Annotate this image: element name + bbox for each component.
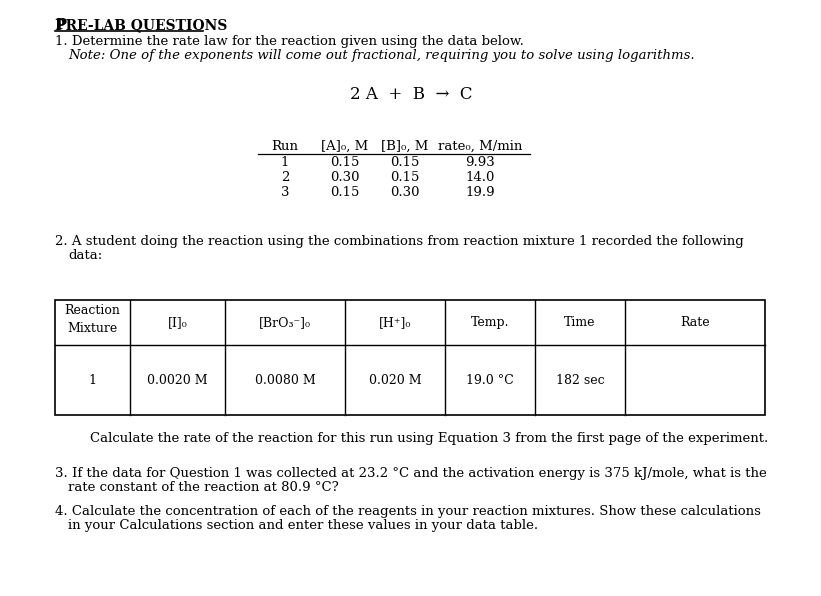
Text: 0.0020 M: 0.0020 M — [147, 374, 208, 386]
Text: 19.0 °C: 19.0 °C — [466, 374, 514, 386]
Text: 0.15: 0.15 — [330, 156, 360, 169]
Text: rate constant of the reaction at 80.9 °C?: rate constant of the reaction at 80.9 °C… — [68, 481, 339, 494]
Text: 2 A  +  B  →  C: 2 A + B → C — [350, 86, 472, 103]
Text: 0.0080 M: 0.0080 M — [255, 374, 315, 386]
Text: rate₀, M/min: rate₀, M/min — [438, 140, 522, 153]
Text: 1: 1 — [89, 374, 97, 386]
Text: Note: One of the exponents will come out fractional, requiring you to solve usin: Note: One of the exponents will come out… — [68, 49, 695, 62]
Text: 0.15: 0.15 — [330, 186, 360, 199]
Text: 2. A student doing the reaction using the combinations from reaction mixture 1 r: 2. A student doing the reaction using th… — [55, 235, 744, 248]
Text: Time: Time — [564, 316, 596, 329]
Text: Reaction
Mixture: Reaction Mixture — [65, 304, 121, 335]
Text: [B]₀, M: [B]₀, M — [381, 140, 429, 153]
Text: [I]₀: [I]₀ — [167, 316, 187, 329]
Text: Calculate the rate of the reaction for this run using Equation 3 from the first : Calculate the rate of the reaction for t… — [90, 432, 768, 445]
Text: 1. Determine the rate law for the reaction given using the data below.: 1. Determine the rate law for the reacti… — [55, 35, 524, 48]
Text: 0.30: 0.30 — [390, 186, 420, 199]
Text: 0.15: 0.15 — [390, 171, 420, 184]
Text: 4. Calculate the concentration of each of the reagents in your reaction mixtures: 4. Calculate the concentration of each o… — [55, 505, 761, 518]
Text: Run: Run — [272, 140, 299, 153]
Text: [A]₀, M: [A]₀, M — [321, 140, 369, 153]
Text: 0.30: 0.30 — [330, 171, 360, 184]
Text: 0.15: 0.15 — [390, 156, 420, 169]
Text: 182 sec: 182 sec — [556, 374, 604, 386]
Text: 19.9: 19.9 — [466, 186, 495, 199]
Text: [BrO₃⁻]₀: [BrO₃⁻]₀ — [259, 316, 311, 329]
Text: 3: 3 — [281, 186, 289, 199]
Text: Rate: Rate — [680, 316, 710, 329]
Text: [H⁺]₀: [H⁺]₀ — [378, 316, 411, 329]
Text: 0.020 M: 0.020 M — [369, 374, 421, 386]
Text: data:: data: — [68, 249, 103, 262]
Text: in your Calculations section and enter these values in your data table.: in your Calculations section and enter t… — [68, 519, 538, 532]
Text: 1: 1 — [281, 156, 289, 169]
Text: Temp.: Temp. — [470, 316, 509, 329]
Text: PRE-LAB QUESTIONS: PRE-LAB QUESTIONS — [55, 18, 227, 32]
Text: 2: 2 — [281, 171, 289, 184]
Text: 14.0: 14.0 — [466, 171, 495, 184]
Text: 3. If the data for Question 1 was collected at 23.2 °C and the activation energy: 3. If the data for Question 1 was collec… — [55, 467, 767, 480]
Text: P: P — [55, 18, 66, 32]
Bar — [55, 300, 765, 415]
Text: 9.93: 9.93 — [466, 156, 495, 169]
